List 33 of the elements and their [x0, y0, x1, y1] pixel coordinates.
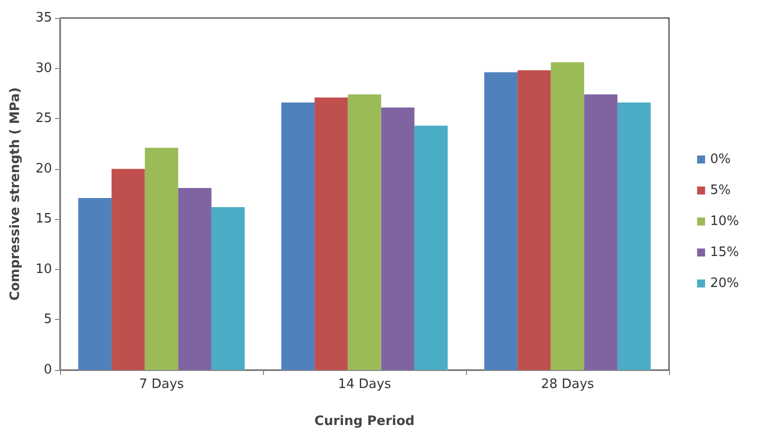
legend-label: 0% [710, 152, 731, 167]
y-tick-label: 25 [35, 111, 52, 126]
x-tick-label: 7 Days [139, 377, 184, 392]
bar [112, 168, 145, 370]
bar [617, 102, 651, 370]
y-tick-label: 0 [44, 362, 52, 378]
y-tick-label: 20 [35, 161, 52, 176]
y-tick-label: 10 [35, 262, 52, 277]
x-axis-title: Curing Period [314, 414, 415, 429]
y-tick-label: 35 [35, 10, 52, 26]
bar [348, 94, 382, 370]
x-tick-label: 28 Days [540, 377, 594, 392]
legend-label: 20% [710, 276, 740, 291]
bar [144, 148, 178, 370]
bar [518, 70, 551, 370]
bar [314, 97, 348, 370]
bar [414, 126, 448, 370]
bar [211, 207, 245, 370]
legend-label: 15% [710, 245, 740, 260]
legend-label: 10% [710, 214, 740, 229]
bar [178, 188, 212, 370]
bar [484, 72, 518, 370]
bar [584, 94, 618, 370]
y-tick-label: 30 [35, 60, 52, 76]
y-tick-label: 5 [44, 312, 52, 328]
bar [281, 102, 315, 370]
bar [381, 108, 414, 370]
y-tick-label: 15 [35, 212, 52, 227]
y-axis-title: Compressive strength ( MPa) [8, 87, 23, 301]
bar [78, 198, 112, 370]
bar [550, 62, 584, 370]
x-tick-label: 14 Days [338, 377, 392, 392]
legend-label: 5% [710, 183, 731, 198]
